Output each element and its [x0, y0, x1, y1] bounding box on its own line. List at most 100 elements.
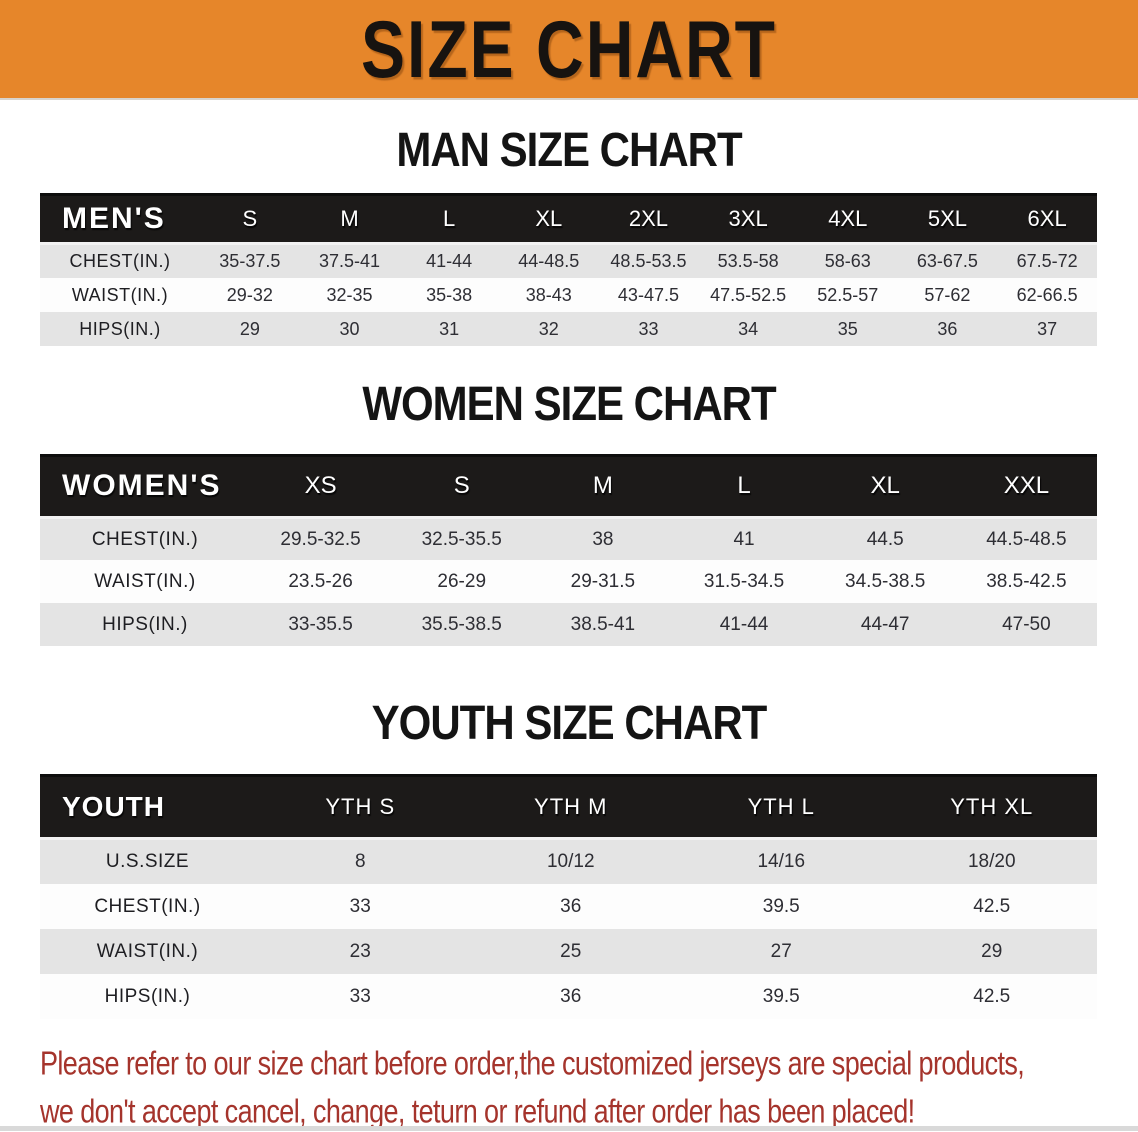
value-cell: 67.5-72: [997, 243, 1097, 278]
men-size-col-header: S: [200, 193, 300, 245]
women-waist-row: WAIST(IN.) 23.5-26 26-29 29-31.5 31.5-34…: [40, 560, 1097, 603]
row-label-cell: CHEST(IN.): [40, 243, 200, 278]
value-cell: 38-43: [498, 277, 599, 312]
row-label-cell: WAIST(IN.): [40, 277, 200, 312]
women-size-col-header: XL: [814, 453, 956, 519]
value-cell: 52.5-57: [797, 277, 898, 312]
men-waist-row: WAIST(IN.) 29-32 32-35 35-38 38-43 43-47…: [40, 277, 1097, 312]
size-chart-banner: SIZE CHART: [0, 0, 1138, 100]
value-cell: 44-47: [814, 603, 956, 646]
value-cell: 29-32: [200, 277, 300, 312]
women-hips-row: HIPS(IN.) 33-35.5 35.5-38.5 38.5-41 41-4…: [40, 603, 1097, 646]
value-cell: 33: [255, 883, 466, 929]
value-cell: 47.5-52.5: [698, 277, 798, 312]
men-hips-row: HIPS(IN.) 29 30 31 32 33 34 35 36 37: [40, 311, 1097, 346]
youth-table-corner-label: YOUTH: [40, 774, 255, 840]
value-cell: 27: [676, 928, 887, 974]
disclaimer-line-2: we don't accept cancel, change, teturn o…: [40, 1091, 915, 1130]
women-chest-row: CHEST(IN.) 29.5-32.5 32.5-35.5 38 41 44.…: [40, 517, 1097, 560]
value-cell: 25: [465, 928, 676, 974]
value-cell: 33: [255, 973, 466, 1019]
women-size-col-header: S: [391, 453, 533, 519]
value-cell: 31.5-34.5: [673, 560, 815, 603]
value-cell: 29: [200, 311, 300, 346]
disclaimer-text: Please refer to our size chart before or…: [40, 1039, 1138, 1132]
value-cell: 36: [465, 883, 676, 929]
row-label-cell: CHEST(IN.): [40, 517, 250, 560]
value-cell: 34: [698, 311, 798, 346]
value-cell: 58-63: [797, 243, 898, 278]
women-table-corner-label: WOMEN'S: [40, 453, 250, 519]
row-label-cell: WAIST(IN.): [40, 560, 250, 603]
row-label-cell: CHEST(IN.): [40, 883, 255, 929]
value-cell: 63-67.5: [897, 243, 998, 278]
women-size-col-header: M: [532, 453, 674, 519]
value-cell: 39.5: [676, 973, 887, 1019]
value-cell: 26-29: [391, 560, 533, 603]
value-cell: 36: [465, 973, 676, 1019]
men-size-table: MEN'S S M L XL 2XL 3XL 4XL 5XL 6XL CHEST…: [40, 193, 1097, 346]
value-cell: 33: [598, 311, 699, 346]
men-size-col-header: 6XL: [997, 193, 1097, 245]
women-size-col-header: L: [673, 453, 815, 519]
value-cell: 35.5-38.5: [391, 603, 533, 646]
youth-table-header-row: YOUTH YTH S YTH M YTH L YTH XL: [40, 774, 1097, 840]
value-cell: 44.5-48.5: [955, 517, 1097, 560]
row-label-cell: HIPS(IN.): [40, 311, 200, 346]
value-cell: 42.5: [886, 973, 1097, 1019]
value-cell: 53.5-58: [698, 243, 798, 278]
value-cell: 32.5-35.5: [391, 517, 533, 560]
value-cell: 43-47.5: [598, 277, 699, 312]
value-cell: 35: [797, 311, 898, 346]
value-cell: 23: [255, 928, 466, 974]
men-size-col-header: 3XL: [698, 193, 798, 245]
men-section-title-text: MAN SIZE CHART: [396, 122, 742, 177]
men-table-corner-label: MEN'S: [40, 193, 200, 245]
value-cell: 29-31.5: [532, 560, 674, 603]
women-size-col-header: XXL: [955, 453, 1097, 519]
value-cell: 62-66.5: [997, 277, 1097, 312]
value-cell: 38.5-42.5: [955, 560, 1097, 603]
value-cell: 29: [886, 928, 1097, 974]
youth-size-col-header: YTH XL: [886, 774, 1097, 840]
women-table-header-row: WOMEN'S XS S M L XL XXL: [40, 453, 1097, 519]
youth-waist-row: WAIST(IN.) 23 25 27 29: [40, 928, 1097, 974]
value-cell: 57-62: [897, 277, 998, 312]
value-cell: 32: [498, 311, 599, 346]
value-cell: 44-48.5: [498, 243, 599, 278]
men-size-col-header: 4XL: [797, 193, 898, 245]
youth-size-col-header: YTH L: [676, 774, 887, 840]
value-cell: 41-44: [399, 243, 499, 278]
bottom-border-strip: [0, 1126, 1138, 1131]
value-cell: 47-50: [955, 603, 1097, 646]
value-cell: 37.5-41: [299, 243, 400, 278]
value-cell: 33-35.5: [250, 603, 392, 646]
row-label-cell: U.S.SIZE: [40, 838, 255, 884]
value-cell: 32-35: [299, 277, 400, 312]
value-cell: 37: [997, 311, 1097, 346]
youth-size-col-header: YTH M: [465, 774, 676, 840]
value-cell: 34.5-38.5: [814, 560, 956, 603]
youth-section-title: YOUTH SIZE CHART: [0, 695, 1138, 749]
youth-section-title-text: YOUTH SIZE CHART: [371, 695, 768, 750]
men-chest-row: CHEST(IN.) 35-37.5 37.5-41 41-44 44-48.5…: [40, 243, 1097, 278]
men-section-title: MAN SIZE CHART: [0, 122, 1138, 176]
women-size-col-header: XS: [250, 453, 392, 519]
value-cell: 35-38: [399, 277, 499, 312]
men-size-col-header: L: [399, 193, 499, 245]
youth-size-table: YOUTH YTH S YTH M YTH L YTH XL U.S.SIZE …: [40, 774, 1097, 1019]
value-cell: 36: [897, 311, 998, 346]
value-cell: 38: [532, 517, 674, 560]
value-cell: 29.5-32.5: [250, 517, 392, 560]
value-cell: 42.5: [886, 883, 1097, 929]
men-table-header-row: MEN'S S M L XL 2XL 3XL 4XL 5XL 6XL: [40, 193, 1097, 245]
men-size-col-header: 5XL: [897, 193, 998, 245]
value-cell: 18/20: [886, 838, 1097, 884]
youth-size-col-header: YTH S: [255, 774, 466, 840]
value-cell: 30: [299, 311, 400, 346]
value-cell: 23.5-26: [250, 560, 392, 603]
youth-chest-row: CHEST(IN.) 33 36 39.5 42.5: [40, 883, 1097, 929]
youth-ussize-row: U.S.SIZE 8 10/12 14/16 18/20: [40, 838, 1097, 884]
row-label-cell: HIPS(IN.): [40, 973, 255, 1019]
youth-hips-row: HIPS(IN.) 33 36 39.5 42.5: [40, 973, 1097, 1019]
